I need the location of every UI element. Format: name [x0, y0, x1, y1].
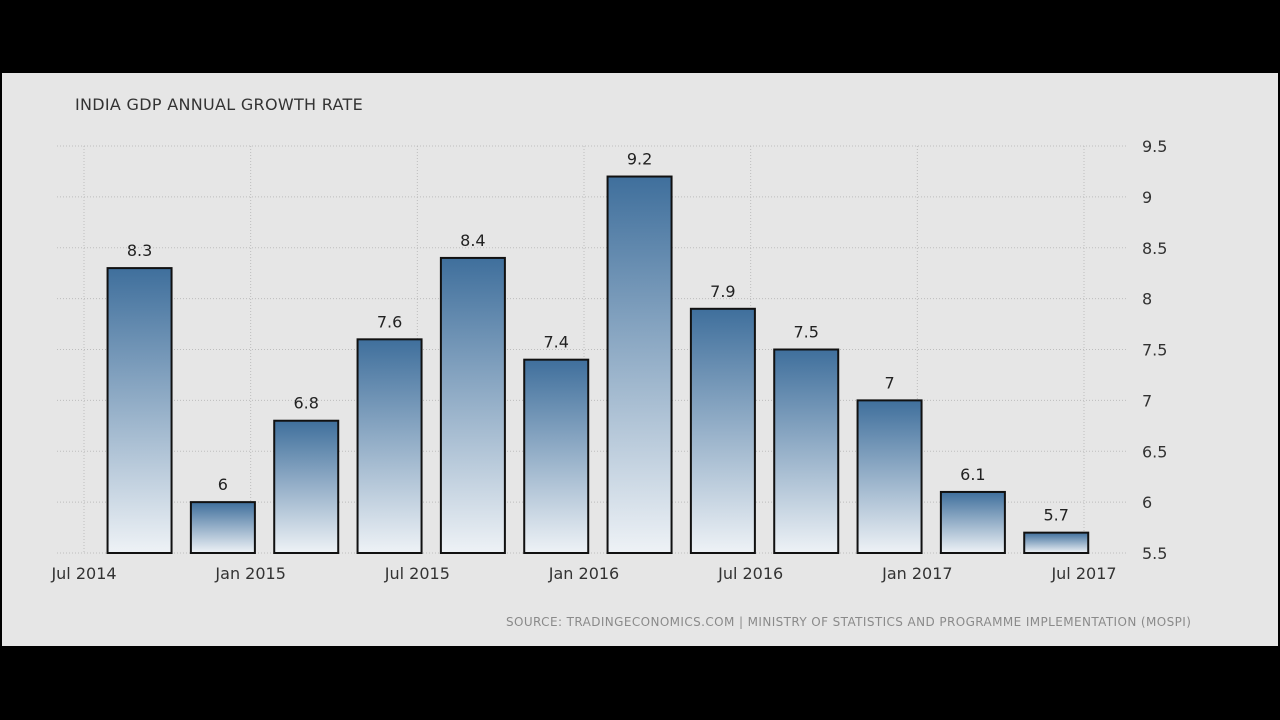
data-labels: 8.3 6 6.8 7.6 8.4 7.4 9.2 7.9 7.5 7 6.1 5.7	[127, 150, 1069, 525]
bar-value-label: 6.1	[960, 465, 985, 484]
bar	[523, 358, 590, 554]
y-tick-label: 9	[1142, 188, 1152, 207]
bar-value-label: 7.6	[377, 312, 402, 331]
bar-value-label: 6.8	[293, 394, 318, 413]
y-axis-ticks: 9.5 9 8.5 8 7.5 7 6.5 6 5.5	[1142, 137, 1167, 563]
bar	[106, 267, 173, 554]
x-tick-label: Jul 2015	[384, 564, 450, 583]
y-tick-label: 8.5	[1142, 239, 1167, 258]
chart-title: INDIA GDP ANNUAL GROWTH RATE	[75, 95, 364, 114]
bar	[1023, 531, 1090, 554]
y-tick-label: 9.5	[1142, 137, 1167, 156]
x-tick-label: Jan 2016	[548, 564, 619, 583]
bar-value-label: 9.2	[627, 150, 652, 169]
bars	[106, 175, 1090, 555]
bar	[273, 419, 340, 554]
x-axis-ticks: Jul 2014 Jan 2015 Jul 2015 Jan 2016 Jul 2016…	[50, 564, 1116, 583]
bar	[189, 501, 256, 554]
bar-value-label: 5.7	[1043, 506, 1068, 525]
bar	[856, 399, 923, 554]
bar-value-label: 7	[884, 373, 894, 392]
bar-value-label: 6	[218, 475, 228, 494]
y-tick-label: 7.5	[1142, 341, 1167, 360]
bar	[439, 256, 506, 555]
bar-value-label: 8.4	[460, 231, 485, 250]
x-tick-label: Jan 2017	[881, 564, 952, 583]
bar	[773, 348, 840, 554]
bar-value-label: 8.3	[127, 241, 152, 260]
y-tick-label: 8	[1142, 290, 1152, 309]
y-tick-label: 6	[1142, 493, 1152, 512]
bar-value-label: 7.9	[710, 282, 735, 301]
bar	[939, 490, 1006, 555]
chart-canvas: 8.3 6 6.8 7.6 8.4 7.4 9.2 7.9 7.5 7 6.1 5.7 9.5 9 8.5…	[50, 137, 1167, 583]
bar-value-label: 7.5	[793, 323, 818, 342]
bar	[689, 307, 756, 554]
x-tick-label: Jul 2017	[1050, 564, 1116, 583]
y-tick-label: 7	[1142, 391, 1152, 410]
bar	[606, 175, 673, 555]
chart-panel: 8.3 6 6.8 7.6 8.4 7.4 9.2 7.9 7.5 7 6.1 5.7 9.5 9 8.5…	[2, 73, 1278, 646]
bar	[356, 338, 423, 555]
x-tick-label: Jul 2014	[50, 564, 116, 583]
y-tick-label: 5.5	[1142, 544, 1167, 563]
x-tick-label: Jan 2015	[214, 564, 285, 583]
x-tick-label: Jul 2016	[717, 564, 783, 583]
y-tick-label: 6.5	[1142, 442, 1167, 461]
bar-value-label: 7.4	[543, 333, 568, 352]
source-note: SOURCE: TRADINGECONOMICS.COM | MINISTRY …	[506, 615, 1192, 629]
